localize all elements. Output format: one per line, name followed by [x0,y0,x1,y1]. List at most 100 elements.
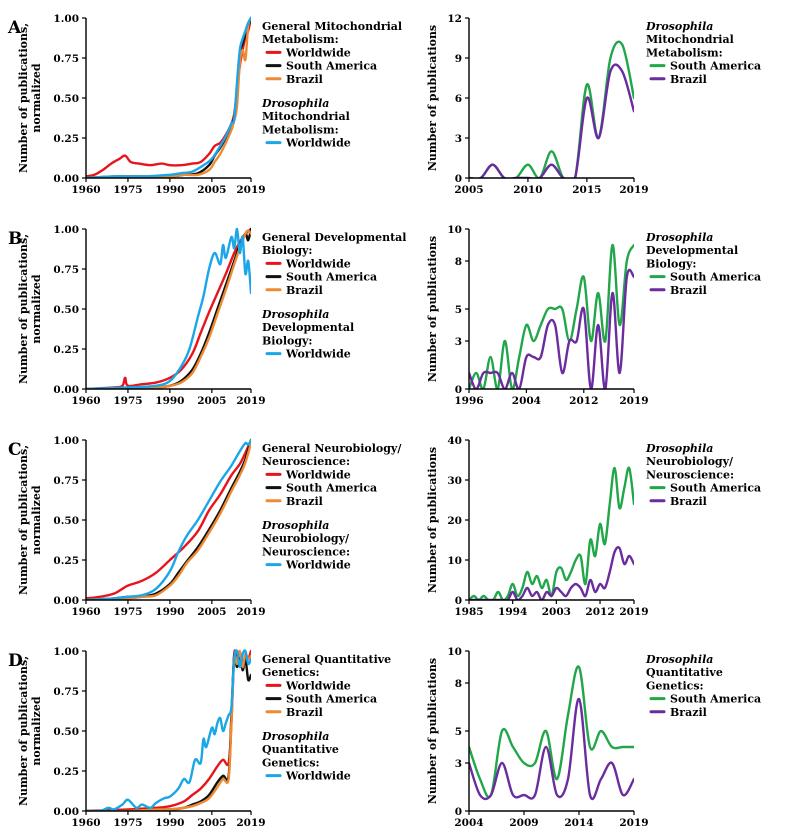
panel-letter-a: A [7,18,22,38]
panel-d-right-xtick-label: 2019 [619,817,648,829]
panel-a-left-xtick-label: 1975 [113,184,142,196]
panel-a-left-xtick-label: 1990 [155,184,184,196]
panel-a-right-legend-title: Drosophila [645,20,713,33]
panel-c-right-legend-title: Neurobiology/ [646,455,734,468]
panel-a-left-legend-entry-brazil: Brazil [286,73,323,86]
panel-c-right-ytick-label: 10 [447,555,462,567]
panel-c-left-ytick-label: 0.00 [53,595,79,607]
panel-b-right-series-group [469,243,634,389]
panel-c-right-chart: 0 10 20 30 40 1985 1994 2003 2012 2019 Number of p… [426,435,761,618]
panel-b-right-xtick-label: 2012 [569,395,598,407]
panel-d-left-line-general-south-america [86,652,251,811]
panel-a-right-series-group [469,40,634,178]
panel-b-left-xtick-label: 2005 [197,395,226,407]
panel-c-left-xtick-label: 1990 [155,606,184,618]
panel-c-left-chart: 0.00 0.25 0.50 0.75 1.00 1960 1975 1990 2005 2019… [17,435,402,618]
panel-b-right-legend-title: Drosophila [645,231,713,244]
panel-d-left-legend-title: Drosophila [261,730,329,743]
panel-b-right-xtick-label: 2019 [619,395,648,407]
panel-c-right-legend-title: Neuroscience: [646,468,734,481]
panel-b-left-legend-title: Biology: [262,334,312,347]
panel-d-right-legend-entry-brazil: Brazil [670,706,707,719]
panel-c-right-ytick-label: 20 [447,515,462,527]
panel-d-left-legend-title: Quantitative [262,743,339,756]
panel-a-left-legend-title: Drosophila [261,97,329,110]
panel-d-left-ytick-label: 0.25 [53,766,79,778]
panel-c-right-ylabel: Number of publications [426,447,439,593]
panel-c-left-legend-entry-south-america: South America [286,482,377,495]
panel-a-left-legend: General MitochondrialMetabolism:Worldwid… [261,20,402,150]
panel-d-right-ytick-label: 8 [455,678,462,690]
panel-c-left-line-general-south-america [86,438,251,600]
panel-c-right-line-south-america [469,466,634,600]
panel-c-left-ytick-label: 0.25 [53,555,79,567]
panel-c-right-xtick-label: 2003 [542,606,571,618]
panel-c-left-legend-entry-worldwide: Worldwide [285,559,351,572]
panel-b-left-legend-entry-worldwide: Worldwide [285,348,351,361]
panel-b-right-ytick-label: 0 [455,384,462,396]
panel-a-left-ytick-label: 0.75 [53,53,79,65]
panel-d-right-xtick-label: 2014 [564,817,593,829]
panel-b-left-legend-entry-south-america: South America [286,271,377,284]
panel-b-left-ytick-label: 1.00 [53,224,79,236]
panel-b-left-legend-entry-brazil: Brazil [286,284,323,297]
panel-c-left-ytick-label: 1.00 [53,435,79,447]
panel-d-left-legend-entry-worldwide: Worldwide [285,770,351,783]
panel-a-right-legend-title: Mitochondrial [646,33,734,46]
panel-c-left-xtick-label: 1975 [113,606,142,618]
panel-c-left-ylabel: Number of publications,normalized [17,445,43,595]
panel-c-left-xtick-label: 2005 [197,606,226,618]
panel-b-left-line-drosophila-worldwide [86,227,251,389]
panel-b-left-series-group [86,227,251,389]
panel-letter-d: D [8,651,23,671]
panel-b-left-legend-title: Drosophila [261,308,329,321]
panel-a-left-xtick-label: 2005 [197,184,226,196]
panel-b-right-legend-title: Biology: [646,257,696,270]
panel-b-right-ytick-label: 5 [455,304,462,316]
panel-d-left-line-general-brazil [86,649,251,811]
panel-b-left-xtick-label: 1975 [113,395,142,407]
panel-d-left-legend-entry-south-america: South America [286,693,377,706]
panel-c-right-xtick-label: 1985 [454,606,483,618]
panel-a-left-ytick-label: 0.25 [53,133,79,145]
panel-a-left-ytick-label: 0.00 [53,173,79,185]
panel-b-left-xtick-label: 1960 [71,395,100,407]
panel-c-right-series-group [469,466,634,600]
panel-a-right-ytick-label: 0 [455,173,462,185]
panel-d-left-chart: 0.00 0.25 0.50 0.75 1.00 1960 1975 1990 2005 2019… [17,646,391,829]
panel-d-left-xtick-label: 1960 [71,817,100,829]
panel-a-right-xtick-label: 2015 [572,184,601,196]
panel-d-left-xtick-label: 2005 [197,817,226,829]
panel-b-right-xtick-label: 1996 [454,395,483,407]
panel-c-left-line-drosophila-worldwide [86,438,251,600]
panel-c-right-legend: DrosophilaNeurobiology/Neuroscience:Sout… [645,442,761,508]
panel-c-right-legend-entry-south-america: South America [670,482,761,495]
panel-a-right-xtick-label: 2019 [619,184,648,196]
panel-c-right-xtick-label: 2012 [585,606,614,618]
panel-a-right-legend-entry-south-america: South America [670,60,761,73]
panel-d-left-ytick-label: 0.00 [53,806,79,818]
panel-d-left-xtick-label: 2019 [236,817,265,829]
panel-a-left-line-general-worldwide [86,16,251,178]
panel-c-right-line-brazil [469,546,634,600]
panel-b-right-line-south-america [469,243,634,389]
panel-c-left-legend-title: General Neurobiology/ [262,442,402,455]
panel-a-left-legend-entry-south-america: South America [286,60,377,73]
panel-b-right-chart: 0 3 5 8 10 1996 2004 2012 2019 Number of publicat… [426,224,761,407]
panel-a-left-ytick-label: 0.50 [53,93,79,105]
panel-a-right-ytick-label: 12 [447,13,462,25]
panel-d-right-ytick-label: 5 [455,726,462,738]
panel-c-right-ytick-label: 30 [447,475,462,487]
panel-d-right-ytick-label: 3 [455,758,462,770]
panel-d-left-line-general-worldwide [86,649,251,811]
panel-b-left-legend-title: General Developmental [262,231,407,244]
panel-a-right-ylabel: Number of publications [426,25,439,171]
panel-c-left-xtick-label: 1960 [71,606,100,618]
panel-b-right-legend-entry-brazil: Brazil [670,284,707,297]
panel-a-left-legend-title: Metabolism: [262,33,339,46]
panel-c-right-xtick-label: 2019 [619,606,648,618]
panel-a-right-legend-entry-brazil: Brazil [670,73,707,86]
